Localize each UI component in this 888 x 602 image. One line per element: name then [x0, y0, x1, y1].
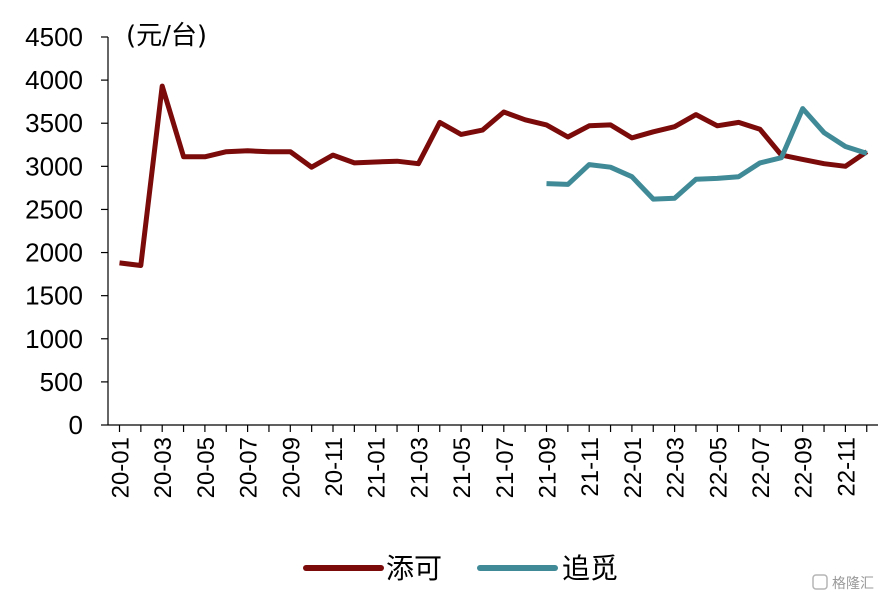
x-tick-label: 20-05: [193, 437, 220, 498]
x-tick-label: 22-05: [705, 437, 732, 498]
y-tick-label: 4500: [25, 22, 83, 52]
x-tick-label: 20-09: [278, 437, 305, 498]
y-tick-label: 3500: [25, 108, 83, 138]
y-tick-label: 1000: [25, 324, 83, 354]
watermark-logo-icon: [812, 574, 828, 590]
x-tick-label: 20-03: [150, 437, 177, 498]
y-tick-label: 2000: [25, 238, 83, 268]
series-line-2: [546, 106, 868, 202]
watermark-text: 格隆汇: [832, 576, 874, 592]
x-tick-label: 20-01: [108, 437, 135, 498]
y-tick-label: 500: [40, 367, 83, 397]
watermark: 格隆汇: [812, 574, 874, 592]
x-tick-label: 21-11: [577, 437, 604, 497]
x-tick-label: 20-07: [236, 437, 263, 498]
y-tick-label: 3000: [25, 151, 83, 181]
y-tick-label: 0: [69, 410, 83, 440]
legend-label-2: 追觅: [562, 552, 618, 585]
series-layer: [119, 83, 869, 268]
x-tick-label: 22-11: [833, 437, 860, 497]
y-tick-label: 2500: [25, 194, 83, 224]
x-tick-label: 20-11: [321, 437, 348, 497]
x-tick-label: 22-03: [663, 437, 690, 498]
y-axis: 0 500 1000 1500 2000 2500 3000 3500 4000 4500: [25, 22, 109, 440]
x-tick-label: 21-09: [535, 437, 562, 498]
x-tick-label: 21-05: [449, 437, 476, 498]
y-tick-label: 4000: [25, 65, 83, 95]
legend: 添可 追觅: [303, 552, 618, 585]
x-tick-label: 21-03: [406, 437, 433, 498]
x-tick-label: 22-07: [748, 437, 775, 498]
x-tick-label: 21-07: [492, 437, 519, 498]
x-tick-label: 22-01: [620, 437, 647, 498]
y-tick-label: 1500: [25, 281, 83, 311]
legend-label-1: 添可: [386, 552, 442, 585]
x-tick-label: 22-09: [791, 437, 818, 498]
x-axis: 20-01 20-03 20-05 20-07 20-09 20-11 21-01 21-03…: [108, 424, 878, 498]
series-line-1: [119, 83, 869, 268]
x-tick-label: 21-01: [364, 437, 391, 498]
y-axis-unit-label: (元/台): [126, 21, 207, 51]
